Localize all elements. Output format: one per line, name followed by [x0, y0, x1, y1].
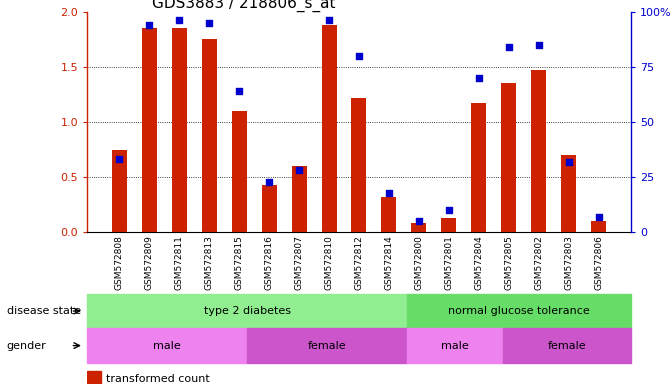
- Bar: [471, 103, 486, 232]
- Bar: [561, 155, 576, 232]
- Point: [533, 41, 544, 48]
- Bar: [112, 149, 127, 232]
- Text: male: male: [153, 341, 181, 351]
- Point: [294, 167, 305, 174]
- Bar: [87, 328, 247, 363]
- Bar: [591, 221, 606, 232]
- Bar: [172, 28, 187, 232]
- Text: transformed count: transformed count: [106, 374, 210, 384]
- Point: [563, 159, 574, 165]
- Bar: [231, 111, 247, 232]
- Point: [384, 190, 395, 196]
- Point: [264, 179, 274, 185]
- Bar: [407, 328, 503, 363]
- Bar: [321, 25, 337, 232]
- Bar: [292, 166, 307, 232]
- Point: [174, 17, 185, 23]
- Text: gender: gender: [7, 341, 46, 351]
- Text: female: female: [548, 341, 586, 351]
- Point: [593, 214, 604, 220]
- Text: normal glucose tolerance: normal glucose tolerance: [448, 306, 590, 316]
- Point: [234, 88, 244, 94]
- Point: [474, 74, 484, 81]
- Bar: [87, 294, 407, 328]
- Point: [204, 20, 215, 26]
- Text: female: female: [308, 341, 346, 351]
- Point: [444, 207, 454, 214]
- Point: [323, 17, 334, 23]
- Bar: [352, 98, 366, 232]
- Text: disease state: disease state: [7, 306, 81, 316]
- Bar: [411, 223, 426, 232]
- Bar: [407, 294, 631, 328]
- Bar: [202, 39, 217, 232]
- Bar: [247, 328, 407, 363]
- Bar: [381, 197, 397, 232]
- Bar: [142, 28, 157, 232]
- Bar: [501, 83, 516, 232]
- Text: type 2 diabetes: type 2 diabetes: [203, 306, 291, 316]
- Bar: [87, 371, 101, 384]
- Text: GDS3883 / 218806_s_at: GDS3883 / 218806_s_at: [152, 0, 336, 12]
- Point: [114, 156, 125, 162]
- Bar: [262, 185, 276, 232]
- Bar: [503, 328, 631, 363]
- Point: [503, 44, 514, 50]
- Point: [354, 53, 364, 59]
- Point: [413, 218, 424, 224]
- Point: [144, 22, 155, 28]
- Text: male: male: [441, 341, 469, 351]
- Bar: [531, 70, 546, 232]
- Bar: [442, 218, 456, 232]
